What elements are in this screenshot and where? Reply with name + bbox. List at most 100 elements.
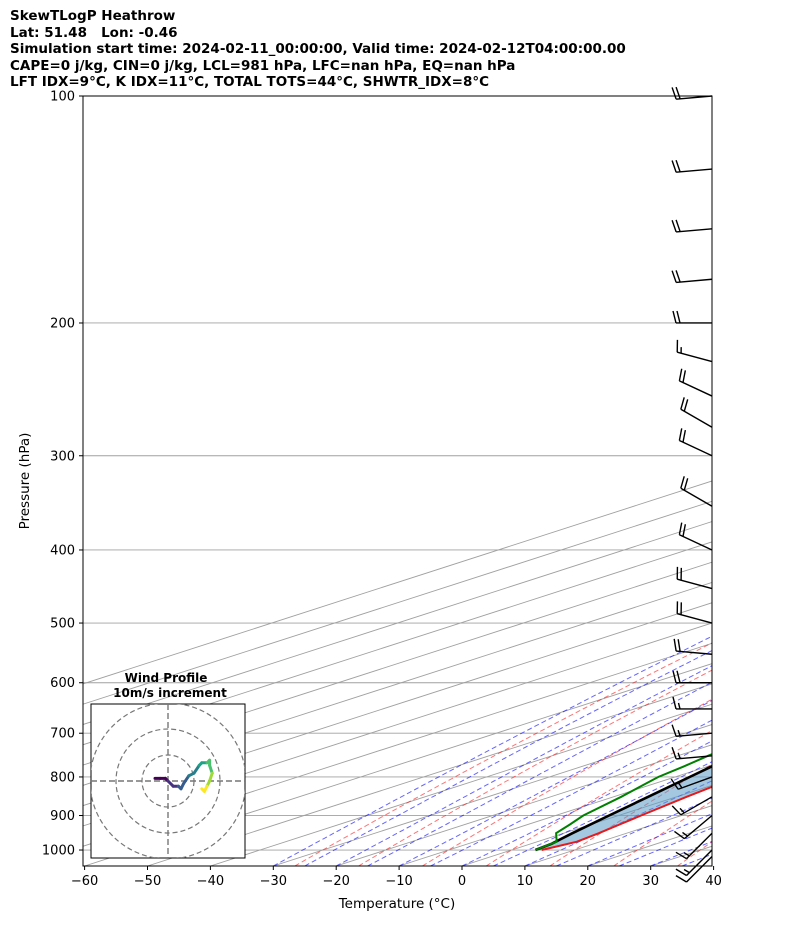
wind-barb-feather — [682, 370, 687, 383]
wind-barb — [671, 270, 713, 284]
wind-barb-half-feather — [682, 831, 688, 837]
moist-adiabat — [367, 681, 712, 866]
wind-barb-feather — [671, 160, 677, 173]
moist-adiabat — [714, 323, 794, 866]
isotherm-line — [336, 744, 712, 866]
hodograph-subtitle: 10m/s increment — [113, 686, 227, 700]
wind-barb — [676, 339, 713, 363]
cape-fill-layer — [535, 766, 712, 850]
wind-barb-staff — [677, 613, 713, 624]
isotherm-line — [777, 96, 794, 866]
wind-barb-feather — [670, 778, 679, 790]
moist-adiabat — [524, 780, 712, 866]
wind-barb — [671, 796, 713, 816]
wind-barb-feather — [678, 522, 683, 535]
wind-barb-staff — [686, 832, 713, 860]
wind-barb — [678, 522, 713, 551]
wind-barb-feather — [675, 270, 681, 283]
wind-barb-half-feather — [679, 807, 685, 814]
wind-barb — [675, 832, 713, 860]
wind-barb-feather — [675, 851, 687, 860]
isotherm-line — [398, 764, 712, 866]
temperature-profile-line — [541, 785, 712, 851]
wind-barb — [671, 86, 713, 100]
wind-barb-staff — [679, 534, 713, 551]
wind-barb-staff — [683, 814, 713, 840]
hodograph-trace — [153, 758, 214, 793]
wind-barb-feather — [671, 724, 677, 737]
hodograph-inset: Wind Profile 10m/s increment — [90, 671, 246, 859]
profile-lines-layer — [534, 753, 712, 852]
moist-adiabat — [461, 740, 712, 866]
y-tick-label: 400 — [50, 543, 75, 558]
wind-barb-half-feather — [677, 702, 681, 710]
moist-adiabat — [745, 323, 794, 866]
y-tick-label: 300 — [50, 449, 75, 464]
wind-barb — [678, 368, 713, 397]
wind-barb — [672, 310, 712, 324]
isotherm-line — [524, 805, 712, 866]
wind-barb-half-feather — [683, 852, 690, 857]
wind-barb-feather — [671, 805, 682, 816]
wind-barb-feather — [672, 696, 677, 710]
y-tick-label: 500 — [50, 617, 75, 632]
isotherm-line — [714, 96, 794, 866]
y-tick-label: 100 — [50, 90, 75, 105]
wind-barb-staff — [677, 776, 713, 790]
wind-barb — [673, 814, 713, 840]
wind-barb-staff — [677, 351, 713, 363]
dry-adiabat — [358, 669, 712, 866]
y-tick-label: 700 — [50, 727, 75, 742]
x-tick-label: −20 — [322, 874, 349, 889]
wind-barb — [671, 159, 713, 173]
wind-barb — [672, 696, 712, 710]
x-axis-label: Temperature (°C) — [338, 896, 456, 912]
wind-barb-feather — [675, 874, 687, 883]
wind-barb — [675, 849, 713, 877]
isotherm-line — [83, 622, 712, 827]
wind-barb-feather — [673, 830, 685, 840]
x-tick-label: −50 — [134, 874, 161, 889]
wind-barb-feather — [675, 868, 687, 877]
wind-barb-staff — [676, 278, 713, 284]
wind-barb-feather — [675, 219, 681, 232]
x-tick-label: −10 — [385, 874, 412, 889]
wind-barb-feather — [675, 86, 681, 100]
wind-barb-feather — [671, 219, 677, 233]
x-tick-label: −30 — [260, 874, 287, 889]
dry-adiabat — [549, 763, 712, 866]
cape-cin-shading — [535, 766, 712, 850]
isotherm-line — [650, 845, 712, 866]
wind-barb-half-feather — [683, 868, 690, 874]
y-tick-label: 600 — [50, 676, 75, 691]
wind-barb — [675, 856, 713, 883]
x-tick-label: 10 — [517, 874, 534, 889]
hodograph-segment — [200, 787, 206, 793]
chart-title-block: SkewTLogP Heathrow Lat: 51.48 Lon: -0.46 S… — [10, 8, 626, 91]
wind-barb-feather — [673, 638, 677, 652]
dewpoint-profile-line — [535, 753, 712, 851]
wind-barb-feather — [672, 670, 677, 683]
chart-title-line-3: Simulation start time: 2024-02-11_00:00:… — [10, 41, 626, 57]
wind-barb-staff — [680, 487, 713, 507]
wind-barb-feather — [671, 270, 677, 283]
dry-adiabat — [613, 800, 712, 866]
wind-barb-half-feather — [677, 729, 681, 737]
chart-title-line-1: SkewTLogP Heathrow — [10, 8, 176, 24]
wind-barb-feather — [678, 428, 683, 441]
wind-barb — [672, 670, 712, 684]
wind-barb-feather — [680, 476, 685, 489]
x-tick-label: 0 — [458, 874, 466, 889]
isotherm-line — [273, 724, 712, 866]
dry-adiabat — [485, 729, 712, 866]
wind-barb-feather — [678, 368, 683, 381]
wind-barb-feather — [680, 397, 685, 410]
wind-barb-feather — [676, 310, 681, 324]
isotherm-line — [83, 642, 712, 847]
y-tick-label: 1000 — [42, 844, 75, 859]
wind-barb — [673, 638, 713, 655]
hodograph-segment — [182, 774, 191, 786]
moist-adiabat — [335, 665, 712, 866]
wind-barb-feather — [672, 310, 677, 324]
